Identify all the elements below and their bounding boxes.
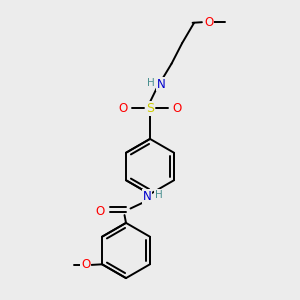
Text: O: O (172, 101, 182, 115)
Text: O: O (118, 101, 127, 115)
Text: N: N (157, 77, 166, 91)
Text: H: H (155, 190, 163, 200)
Text: O: O (204, 16, 213, 29)
Text: H: H (147, 77, 154, 88)
Text: N: N (142, 190, 152, 203)
Text: S: S (146, 101, 154, 115)
Text: O: O (96, 205, 105, 218)
Text: O: O (81, 258, 90, 272)
